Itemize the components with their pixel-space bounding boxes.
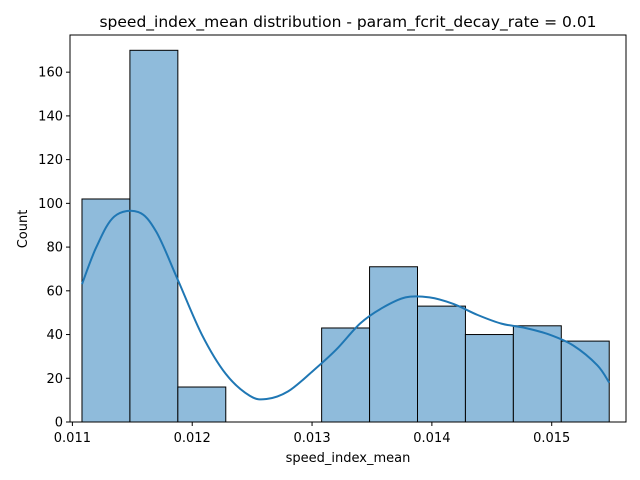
x-axis-ticks: 0.011 0.012 0.013 0.014 0.015 [54, 422, 570, 446]
y-tick-label: 0 [55, 416, 63, 431]
x-axis-label: speed_index_mean [286, 451, 411, 466]
y-tick-label: 80 [46, 241, 63, 256]
x-tick-label: 0.011 [54, 431, 91, 446]
y-tick-label: 60 [46, 284, 63, 299]
chart-title: speed_index_mean distribution - param_fc… [99, 13, 596, 32]
y-tick-label: 100 [38, 197, 63, 212]
y-tick-label: 160 [38, 66, 63, 81]
histogram-bar [512, 325, 562, 423]
histogram-bar [369, 266, 419, 423]
histogram-bar [321, 327, 371, 423]
y-tick-label: 140 [38, 109, 63, 124]
x-tick-label: 0.013 [293, 431, 330, 446]
histogram-bar [81, 198, 131, 423]
plot-frame [69, 34, 627, 423]
y-tick-label: 120 [38, 153, 63, 168]
x-tick-label: 0.012 [174, 431, 211, 446]
histogram-bar [129, 49, 179, 423]
x-tick-label: 0.015 [533, 431, 570, 446]
y-axis-ticks: 0 20 40 60 80 100 120 140 160 [38, 66, 70, 431]
y-tick-label: 40 [46, 328, 63, 343]
x-tick-label: 0.014 [413, 431, 450, 446]
histogram-bar [177, 386, 227, 423]
kde-curve [81, 209, 611, 401]
y-tick-label: 20 [46, 372, 63, 387]
histogram-bar [417, 305, 466, 423]
y-axis-label: Count [16, 210, 31, 249]
histogram-bars [81, 49, 610, 423]
histogram-bar [464, 334, 514, 423]
